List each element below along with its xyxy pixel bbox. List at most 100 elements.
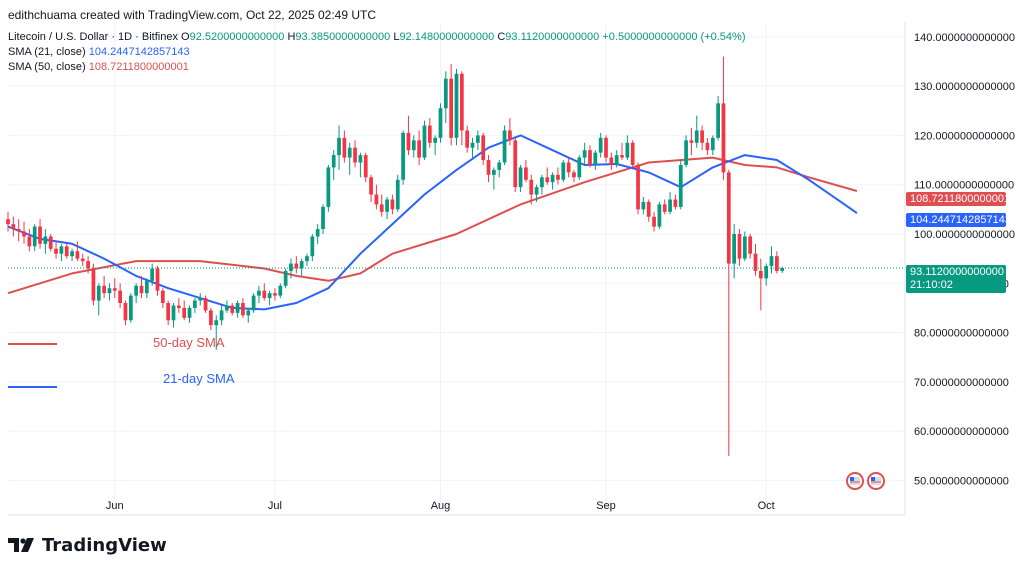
candle-body xyxy=(406,132,411,151)
sma21-legend-row[interactable]: SMA (21, close) 104.2447142857143 xyxy=(8,45,745,60)
candle-body xyxy=(176,305,181,308)
candle-body xyxy=(171,305,176,321)
event-flag-icon[interactable] xyxy=(867,472,885,490)
candle-body xyxy=(566,162,571,173)
candle-body xyxy=(502,130,507,163)
candle xyxy=(550,172,555,190)
candle xyxy=(497,160,502,178)
candle xyxy=(235,300,240,318)
created-text: created with TradingView.com, xyxy=(80,8,243,22)
candle-body xyxy=(235,303,240,313)
candle-body xyxy=(369,177,373,195)
candle-body xyxy=(550,174,555,183)
candle-body xyxy=(166,303,171,321)
sma21-annotation: 21-day SMA xyxy=(163,371,235,386)
candle xyxy=(465,125,470,153)
candle-body xyxy=(684,140,688,165)
candle xyxy=(753,243,758,276)
price-axis[interactable]: 140.0000000000000 130.0000000000000 120.00… xyxy=(914,32,1015,488)
candle xyxy=(246,307,251,323)
y-tick-label: 70.0000000000000 xyxy=(914,377,1009,389)
candle xyxy=(358,152,363,178)
candle-body xyxy=(91,268,96,301)
symbol-row[interactable]: Litecoin / U.S. Dollar · 1D · Bitfinex O… xyxy=(8,30,745,45)
candle xyxy=(774,251,779,274)
sma21-label: SMA (21, close) xyxy=(8,46,86,58)
candle-body xyxy=(289,263,293,271)
candle xyxy=(684,135,688,168)
candle-body xyxy=(774,256,779,271)
candle-body xyxy=(636,164,640,210)
candle-body xyxy=(6,219,10,225)
candle xyxy=(155,266,160,296)
candle xyxy=(91,263,96,306)
candle xyxy=(614,150,619,168)
candle-body xyxy=(620,155,624,158)
candle xyxy=(32,224,37,252)
candle-body xyxy=(422,125,427,158)
candle-body xyxy=(390,199,395,210)
sma21-price-tag: 104.2447142857143 xyxy=(906,213,1011,227)
candle-body xyxy=(465,130,470,148)
candle-body xyxy=(470,142,475,148)
candle-body xyxy=(363,155,368,178)
y-tick-label: 100.0000000000000 xyxy=(914,229,1015,241)
time-axis[interactable]: Jun Jul Aug Sep Oct xyxy=(106,500,775,512)
candle-body xyxy=(721,103,726,173)
candle-body xyxy=(652,216,656,227)
candle xyxy=(262,283,267,301)
candle xyxy=(481,132,486,165)
candle-body xyxy=(11,224,16,230)
candle xyxy=(134,283,139,304)
candle xyxy=(187,305,192,323)
candle-body xyxy=(561,162,566,180)
candle xyxy=(726,169,731,456)
candle xyxy=(470,137,475,158)
candle-body xyxy=(385,199,389,212)
x-tick-label: Jun xyxy=(106,500,124,512)
candle xyxy=(742,231,747,262)
candle-body xyxy=(358,155,363,163)
candle xyxy=(214,315,219,350)
candle xyxy=(449,63,454,146)
candle-body xyxy=(481,135,486,161)
candle xyxy=(673,194,678,210)
x-tick-label: Jul xyxy=(268,500,282,512)
candle xyxy=(294,256,299,274)
candle-body xyxy=(540,177,544,188)
candle xyxy=(257,285,261,304)
candle-body xyxy=(144,280,149,294)
candle xyxy=(70,248,74,262)
high-label: H xyxy=(287,31,296,43)
candle-body xyxy=(556,174,560,180)
candle-body xyxy=(673,199,678,207)
candle xyxy=(524,160,528,183)
candle-body xyxy=(524,167,528,180)
sma50-legend-row[interactable]: SMA (50, close) 108.7211800000001 xyxy=(8,60,745,75)
candle xyxy=(11,216,16,237)
candle-body xyxy=(379,204,384,212)
candle-body xyxy=(513,140,518,188)
candle-body xyxy=(497,162,502,170)
candle-body xyxy=(214,320,219,326)
candle xyxy=(609,152,614,170)
candle xyxy=(764,263,769,286)
candle-body xyxy=(331,155,336,168)
candle-body xyxy=(27,236,32,247)
candle xyxy=(385,197,389,220)
candle xyxy=(22,221,26,244)
candle xyxy=(556,167,560,185)
candle-body xyxy=(54,248,58,254)
candle xyxy=(427,118,432,148)
candle-body xyxy=(748,236,753,254)
y-tick-label: 130.0000000000000 xyxy=(914,81,1015,93)
open-value: 92.5200000000000 xyxy=(189,31,285,43)
candle xyxy=(678,160,683,210)
event-flag-icon[interactable] xyxy=(846,472,864,490)
candle-body xyxy=(123,303,128,321)
event-flag-canton xyxy=(871,477,875,481)
candle-body xyxy=(315,229,320,237)
candle-body xyxy=(75,251,80,259)
candle xyxy=(710,135,715,156)
